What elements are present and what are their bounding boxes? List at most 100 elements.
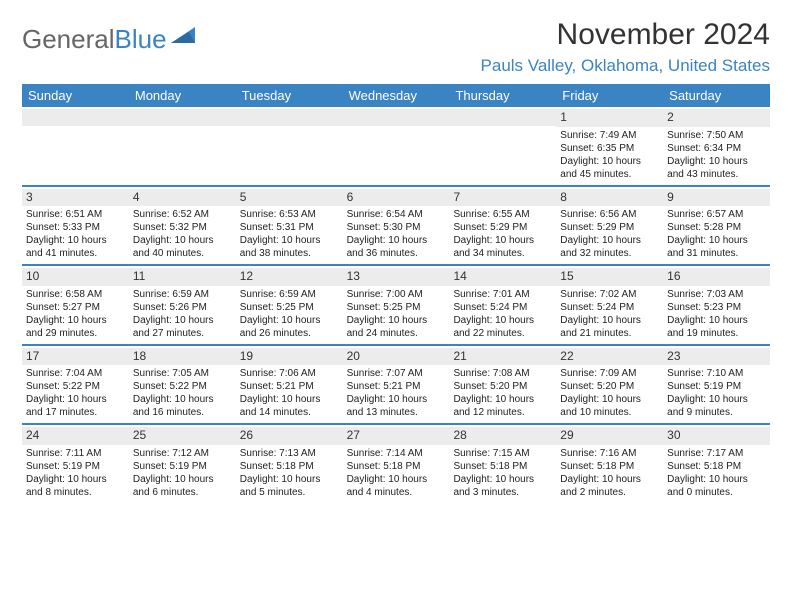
sunset-text: Sunset: 5:21 PM xyxy=(240,380,339,393)
sunset-text: Sunset: 5:18 PM xyxy=(240,460,339,473)
sunrise-text: Sunrise: 6:51 AM xyxy=(26,208,125,221)
day-cell: 13Sunrise: 7:00 AMSunset: 5:25 PMDayligh… xyxy=(343,266,450,344)
daylight-text: Daylight: 10 hours and 14 minutes. xyxy=(240,393,339,419)
sunset-text: Sunset: 5:20 PM xyxy=(453,380,552,393)
sunset-text: Sunset: 5:18 PM xyxy=(667,460,766,473)
day-number: 23 xyxy=(663,348,770,366)
sunset-text: Sunset: 6:35 PM xyxy=(560,142,659,155)
day-header: Tuesday xyxy=(236,84,343,107)
sunrise-text: Sunrise: 6:59 AM xyxy=(133,288,232,301)
day-number: 26 xyxy=(236,427,343,445)
day-cell: 22Sunrise: 7:09 AMSunset: 5:20 PMDayligh… xyxy=(556,346,663,424)
daylight-text: Daylight: 10 hours and 22 minutes. xyxy=(453,314,552,340)
sunset-text: Sunset: 5:26 PM xyxy=(133,301,232,314)
day-number: 22 xyxy=(556,348,663,366)
day-number: 6 xyxy=(343,189,450,207)
day-header: Thursday xyxy=(449,84,556,107)
day-cell: 26Sunrise: 7:13 AMSunset: 5:18 PMDayligh… xyxy=(236,425,343,503)
day-cell: 20Sunrise: 7:07 AMSunset: 5:21 PMDayligh… xyxy=(343,346,450,424)
month-title: November 2024 xyxy=(481,18,770,52)
day-number: 16 xyxy=(663,268,770,286)
daylight-text: Daylight: 10 hours and 21 minutes. xyxy=(560,314,659,340)
daylight-text: Daylight: 10 hours and 0 minutes. xyxy=(667,473,766,499)
day-cell: 24Sunrise: 7:11 AMSunset: 5:19 PMDayligh… xyxy=(22,425,129,503)
week-row: 24Sunrise: 7:11 AMSunset: 5:19 PMDayligh… xyxy=(22,423,770,503)
day-cell: 19Sunrise: 7:06 AMSunset: 5:21 PMDayligh… xyxy=(236,346,343,424)
day-number: 24 xyxy=(22,427,129,445)
calendar-page: GeneralBlue November 2024 Pauls Valley, … xyxy=(0,0,792,521)
daylight-text: Daylight: 10 hours and 8 minutes. xyxy=(26,473,125,499)
day-cell: 2Sunrise: 7:50 AMSunset: 6:34 PMDaylight… xyxy=(663,107,770,185)
day-cell xyxy=(236,107,343,185)
sunrise-text: Sunrise: 6:53 AM xyxy=(240,208,339,221)
title-block: November 2024 Pauls Valley, Oklahoma, Un… xyxy=(481,18,770,76)
sunrise-text: Sunrise: 7:04 AM xyxy=(26,367,125,380)
day-cell: 9Sunrise: 6:57 AMSunset: 5:28 PMDaylight… xyxy=(663,187,770,265)
day-number: 30 xyxy=(663,427,770,445)
daylight-text: Daylight: 10 hours and 13 minutes. xyxy=(347,393,446,419)
day-header: Friday xyxy=(556,84,663,107)
sunrise-text: Sunrise: 7:12 AM xyxy=(133,447,232,460)
sunset-text: Sunset: 5:32 PM xyxy=(133,221,232,234)
day-number: 15 xyxy=(556,268,663,286)
weeks-container: 1Sunrise: 7:49 AMSunset: 6:35 PMDaylight… xyxy=(22,107,770,503)
daylight-text: Daylight: 10 hours and 26 minutes. xyxy=(240,314,339,340)
sunrise-text: Sunrise: 7:50 AM xyxy=(667,129,766,142)
sunrise-text: Sunrise: 7:10 AM xyxy=(667,367,766,380)
day-number: 29 xyxy=(556,427,663,445)
day-number: 21 xyxy=(449,348,556,366)
day-number: 27 xyxy=(343,427,450,445)
daylight-text: Daylight: 10 hours and 32 minutes. xyxy=(560,234,659,260)
location-label: Pauls Valley, Oklahoma, United States xyxy=(481,56,770,76)
sunrise-text: Sunrise: 7:06 AM xyxy=(240,367,339,380)
day-number: 4 xyxy=(129,189,236,207)
daylight-text: Daylight: 10 hours and 43 minutes. xyxy=(667,155,766,181)
day-number xyxy=(343,109,450,126)
sunrise-text: Sunrise: 6:52 AM xyxy=(133,208,232,221)
day-number: 7 xyxy=(449,189,556,207)
sunset-text: Sunset: 5:18 PM xyxy=(453,460,552,473)
day-cell: 10 Sunrise: 6:58 AMSunset: 5:27 PMDayligh… xyxy=(22,266,129,344)
sunset-text: Sunset: 5:27 PM xyxy=(26,301,125,314)
sunrise-text: Sunrise: 7:03 AM xyxy=(667,288,766,301)
day-number: 10 xyxy=(22,268,129,286)
sunset-text: Sunset: 5:33 PM xyxy=(26,221,125,234)
sunrise-text: Sunrise: 7:00 AM xyxy=(347,288,446,301)
day-cell: 28Sunrise: 7:15 AMSunset: 5:18 PMDayligh… xyxy=(449,425,556,503)
day-number xyxy=(236,109,343,126)
daylight-text: Daylight: 10 hours and 12 minutes. xyxy=(453,393,552,419)
day-cell: 23Sunrise: 7:10 AMSunset: 5:19 PMDayligh… xyxy=(663,346,770,424)
sunrise-text: Sunrise: 7:02 AM xyxy=(560,288,659,301)
week-row: 1Sunrise: 7:49 AMSunset: 6:35 PMDaylight… xyxy=(22,107,770,185)
sunrise-text: Sunrise: 7:13 AM xyxy=(240,447,339,460)
day-cell: 17Sunrise: 7:04 AMSunset: 5:22 PMDayligh… xyxy=(22,346,129,424)
sunset-text: Sunset: 5:28 PM xyxy=(667,221,766,234)
day-number: 13 xyxy=(343,268,450,286)
sunrise-text: Sunrise: 6:57 AM xyxy=(667,208,766,221)
day-cell: 5Sunrise: 6:53 AMSunset: 5:31 PMDaylight… xyxy=(236,187,343,265)
day-number: 1 xyxy=(556,109,663,127)
daylight-text: Daylight: 10 hours and 10 minutes. xyxy=(560,393,659,419)
calendar-grid: Sunday Monday Tuesday Wednesday Thursday… xyxy=(22,84,770,503)
sunrise-text: Sunrise: 6:58 AM xyxy=(26,288,125,301)
day-number: 14 xyxy=(449,268,556,286)
daylight-text: Daylight: 10 hours and 29 minutes. xyxy=(26,314,125,340)
sunset-text: Sunset: 5:20 PM xyxy=(560,380,659,393)
sunrise-text: Sunrise: 6:56 AM xyxy=(560,208,659,221)
day-cell: 12Sunrise: 6:59 AMSunset: 5:25 PMDayligh… xyxy=(236,266,343,344)
day-cell: 18Sunrise: 7:05 AMSunset: 5:22 PMDayligh… xyxy=(129,346,236,424)
logo-text-general: General xyxy=(22,24,115,55)
day-number xyxy=(129,109,236,126)
day-number: 19 xyxy=(236,348,343,366)
day-cell xyxy=(449,107,556,185)
page-header: GeneralBlue November 2024 Pauls Valley, … xyxy=(22,18,770,76)
sunrise-text: Sunrise: 7:14 AM xyxy=(347,447,446,460)
sunset-text: Sunset: 5:29 PM xyxy=(560,221,659,234)
brand-logo: GeneralBlue xyxy=(22,24,197,55)
sunrise-text: Sunrise: 7:07 AM xyxy=(347,367,446,380)
day-number: 2 xyxy=(663,109,770,127)
sunset-text: Sunset: 5:24 PM xyxy=(560,301,659,314)
sunrise-text: Sunrise: 6:55 AM xyxy=(453,208,552,221)
sunrise-text: Sunrise: 6:54 AM xyxy=(347,208,446,221)
sunset-text: Sunset: 5:23 PM xyxy=(667,301,766,314)
